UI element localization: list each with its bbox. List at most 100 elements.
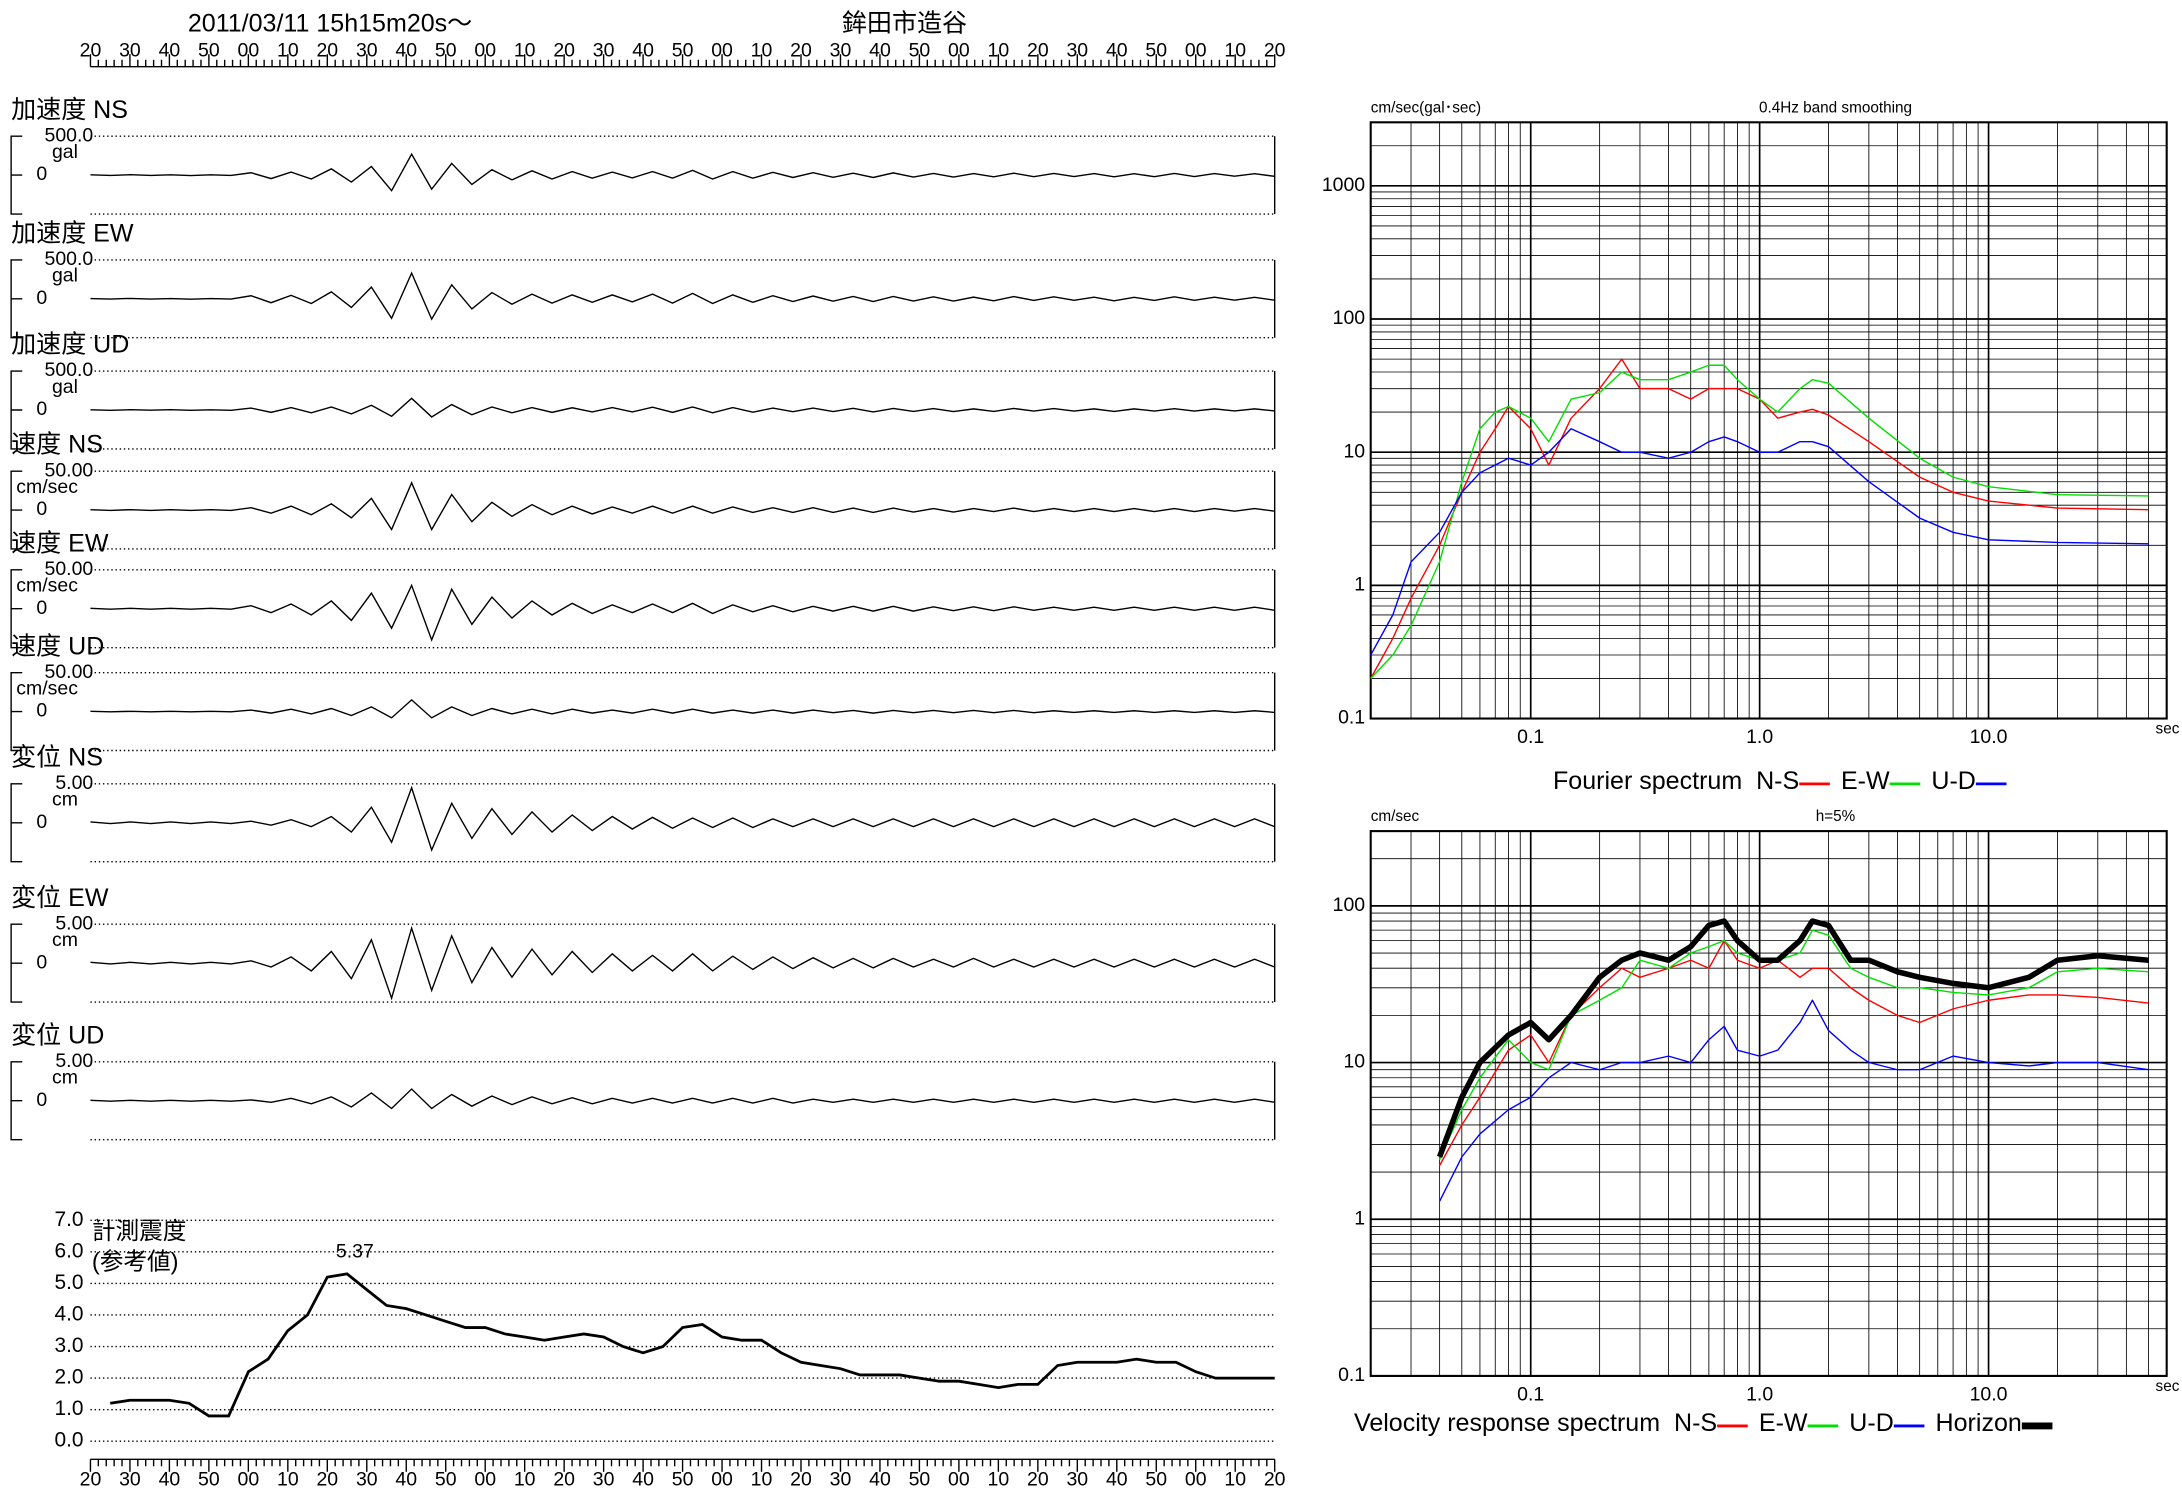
time-label: 50 — [198, 1468, 220, 1490]
time-label: 00 — [1185, 1468, 1207, 1490]
spectrum-line — [1438, 939, 2149, 1166]
time-label: 30 — [593, 40, 615, 62]
time-label: 50 — [909, 40, 931, 62]
trace-zero-label: 0 — [36, 811, 47, 833]
time-label: 30 — [830, 1468, 852, 1490]
legend-label: U-D — [1931, 767, 1975, 795]
x-tick-label: 10.0 — [1970, 1384, 2008, 1406]
trace-unit: gal — [52, 265, 78, 287]
trace-title: 速度 NS — [11, 431, 103, 459]
waveform — [90, 152, 1275, 192]
trace-zero-label: 0 — [36, 700, 47, 722]
time-label: 00 — [711, 1468, 733, 1490]
x-tick-label: 1.0 — [1746, 1384, 1773, 1406]
time-label: 50 — [909, 1468, 931, 1490]
time-label: 20 — [1264, 40, 1286, 62]
trace-zero-label: 0 — [36, 951, 47, 973]
legend-label: E-W — [1841, 767, 1890, 795]
legend-label: N-S — [1756, 767, 1799, 795]
time-label: 40 — [1106, 40, 1128, 62]
y-unit: cm/sec — [1371, 808, 1420, 825]
trace-zero-label: 0 — [36, 398, 47, 420]
y-tick-label: 0.0 — [54, 1429, 83, 1452]
trace-bracket — [10, 923, 23, 1003]
trace-unit: gal — [52, 376, 78, 398]
time-label: 20 — [80, 40, 102, 62]
time-label: 20 — [1264, 1468, 1286, 1490]
y-unit: cm/sec(gal･sec) — [1371, 99, 1481, 116]
time-label: 40 — [869, 1468, 891, 1490]
time-label: 30 — [356, 1468, 378, 1490]
trace-bracket — [10, 783, 23, 863]
y-tick-label: 100 — [1333, 307, 1366, 329]
x-unit: sec — [2156, 1378, 2180, 1395]
x-tick-label: 10.0 — [1970, 726, 2008, 748]
trace-scale-label: 500.0 — [45, 248, 94, 270]
spectrum-line — [1438, 929, 2149, 1160]
trace-title: 速度 EW — [11, 529, 109, 557]
x-tick-label: 0.1 — [1517, 726, 1544, 748]
trace-title: 変位 UD — [11, 1021, 104, 1049]
x-unit: sec — [2156, 721, 2180, 738]
time-label: 00 — [238, 1468, 260, 1490]
time-label: 40 — [1106, 1468, 1128, 1490]
trace-bracket — [10, 470, 23, 550]
trace-unit: cm/sec — [16, 575, 78, 597]
y-tick-label: 4.0 — [54, 1302, 83, 1325]
time-label: 20 — [553, 40, 575, 62]
y-tick-label: 10 — [1343, 440, 1365, 462]
time-label: 50 — [1145, 1468, 1167, 1490]
subtitle: h=5% — [1816, 808, 1856, 825]
time-label: 10 — [514, 40, 536, 62]
time-label: 30 — [119, 1468, 141, 1490]
trace-bracket — [10, 370, 23, 450]
trace-unit: cm/sec — [16, 677, 78, 699]
trace-title: 速度 UD — [11, 632, 104, 660]
waveform — [90, 481, 1275, 532]
intensity-title: 計測震度 — [92, 1218, 187, 1245]
trace-scale-label: 5.00 — [55, 772, 93, 794]
peak-label: 5.37 — [336, 1240, 374, 1262]
time-label: 10 — [277, 40, 299, 62]
trace-unit: cm/sec — [16, 476, 78, 498]
y-tick-label: 0.1 — [1338, 707, 1365, 729]
time-label: 10 — [988, 1468, 1010, 1490]
spectrum-line — [1370, 428, 2149, 656]
legend-label: N-S — [1674, 1409, 1717, 1437]
time-label: 10 — [1224, 1468, 1246, 1490]
trace-scale-label: 50.00 — [45, 459, 94, 481]
trace-scale-label: 500.0 — [45, 124, 94, 146]
time-label: 00 — [1185, 40, 1207, 62]
time-label: 50 — [672, 1468, 694, 1490]
time-label: 00 — [711, 40, 733, 62]
trace-unit: cm — [52, 1067, 78, 1089]
time-label: 20 — [1027, 40, 1049, 62]
time-label: 20 — [80, 1468, 102, 1490]
time-label: 30 — [119, 40, 141, 62]
trace-title: 変位 NS — [11, 743, 103, 771]
trace-title: 加速度 EW — [11, 219, 134, 247]
time-label: 40 — [395, 40, 417, 62]
trace-bracket — [10, 1061, 23, 1141]
time-label: 30 — [830, 40, 852, 62]
time-label: 40 — [395, 1468, 417, 1490]
y-tick-label: 1 — [1354, 1207, 1365, 1229]
time-label: 20 — [316, 1468, 338, 1490]
x-tick-label: 0.1 — [1517, 1384, 1544, 1406]
time-label: 40 — [869, 40, 891, 62]
legend-title: Fourier spectrum — [1553, 767, 1742, 795]
time-label: 40 — [159, 40, 181, 62]
waveform — [90, 583, 1275, 642]
time-label: 10 — [1224, 40, 1246, 62]
station: 鉾田市造谷 — [842, 10, 967, 38]
spectrum-line — [1370, 358, 2149, 679]
trace-unit: cm — [52, 789, 78, 811]
x-tick-label: 1.0 — [1746, 726, 1773, 748]
time-label: 20 — [316, 40, 338, 62]
waveform — [90, 1088, 1275, 1110]
y-tick-label: 6.0 — [54, 1239, 83, 1262]
time-label: 40 — [632, 40, 654, 62]
spectrum-line — [1436, 918, 2149, 1158]
time-label: 50 — [672, 40, 694, 62]
